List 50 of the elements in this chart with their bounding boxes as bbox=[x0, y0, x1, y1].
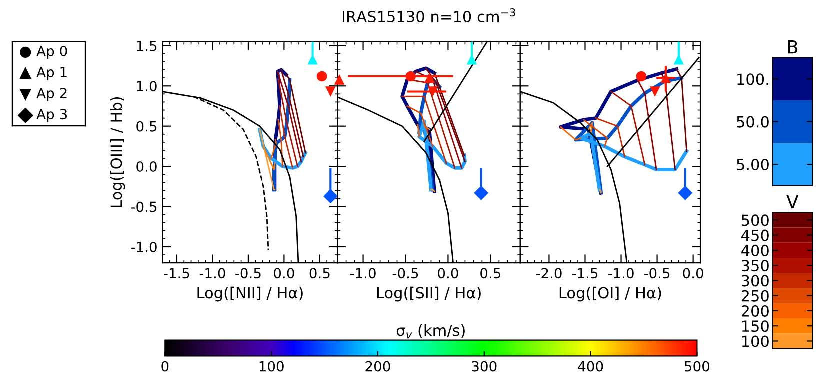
color-bar-label: 100 bbox=[260, 361, 284, 372]
y-tick-label: 1.0 bbox=[137, 81, 157, 92]
x-tick-label: 0.5 bbox=[310, 268, 330, 279]
x-tick-label: -2.0 bbox=[536, 268, 562, 279]
color-bar-label: 400 bbox=[578, 361, 604, 372]
x-tick-label: -0.5 bbox=[236, 268, 261, 279]
x-axis-title: Log([SII] / Hα) bbox=[377, 286, 481, 302]
category-label: Ap 1 bbox=[36, 67, 67, 80]
color-bar-title: σ$_{v}$ (km/s) bbox=[396, 324, 465, 339]
y-tick-label: 5.00 bbox=[737, 158, 769, 171]
y-tick-label: 0.0 bbox=[136, 162, 157, 172]
category-label: Ap 2 bbox=[36, 88, 67, 102]
y-tick-label: -0.5 bbox=[131, 202, 157, 212]
x-tick-label: 0.0 bbox=[683, 268, 704, 279]
x-tick-label: -1.0 bbox=[350, 268, 376, 279]
x-axis-title: Log([OI] / Hα) bbox=[560, 286, 662, 302]
x-tick-label: -1.5 bbox=[164, 268, 190, 279]
y-tick-label: 300 bbox=[742, 275, 769, 287]
color-bar-label: 200 bbox=[366, 361, 390, 372]
x-tick-label: -1.0 bbox=[608, 268, 634, 279]
chart-title: V bbox=[786, 195, 799, 208]
x-tick-label: -1.5 bbox=[572, 268, 598, 279]
y-tick-label: -1.0 bbox=[131, 242, 157, 252]
category-label: Ap 0 bbox=[36, 46, 68, 60]
x-tick-label: -1.0 bbox=[200, 268, 226, 279]
chart-title: IRAS15130 n=10 cm$^{−3}$ bbox=[342, 8, 516, 23]
x-tick-label: -0.5 bbox=[644, 268, 670, 279]
x-tick-label: 0.5 bbox=[480, 268, 501, 279]
y-tick-label: 250 bbox=[742, 290, 769, 302]
color-bar-label: 300 bbox=[472, 361, 497, 372]
y-tick-label: 450 bbox=[742, 230, 769, 242]
y-tick-label: 200 bbox=[742, 305, 769, 318]
category-label: Ap 3 bbox=[36, 109, 68, 122]
y-tick-label: 50.0 bbox=[737, 116, 769, 128]
y-tick-label: 0.5 bbox=[136, 121, 157, 132]
y-tick-label: 1.5 bbox=[137, 41, 157, 52]
color-bar-label: 0 bbox=[162, 361, 169, 372]
x-tick-label: -0.5 bbox=[392, 268, 418, 279]
x-tick-label: 0.0 bbox=[438, 268, 458, 279]
y-tick-label: 350 bbox=[742, 260, 769, 272]
y-tick-label: 400 bbox=[742, 244, 769, 256]
y-tick-label: 100 bbox=[742, 336, 769, 348]
y-tick-label: 150 bbox=[742, 320, 769, 332]
y-tick-label: 100. bbox=[738, 74, 768, 86]
color-bar-label: 500 bbox=[685, 361, 710, 372]
x-tick-label: 0.0 bbox=[274, 268, 294, 279]
y-tick-label: 500 bbox=[742, 214, 769, 226]
chart-title: B bbox=[788, 40, 798, 54]
y-axis-title: Log([OIII] / Hb) bbox=[110, 97, 126, 208]
x-axis-title: Log([NII] / Hα) bbox=[198, 286, 303, 302]
